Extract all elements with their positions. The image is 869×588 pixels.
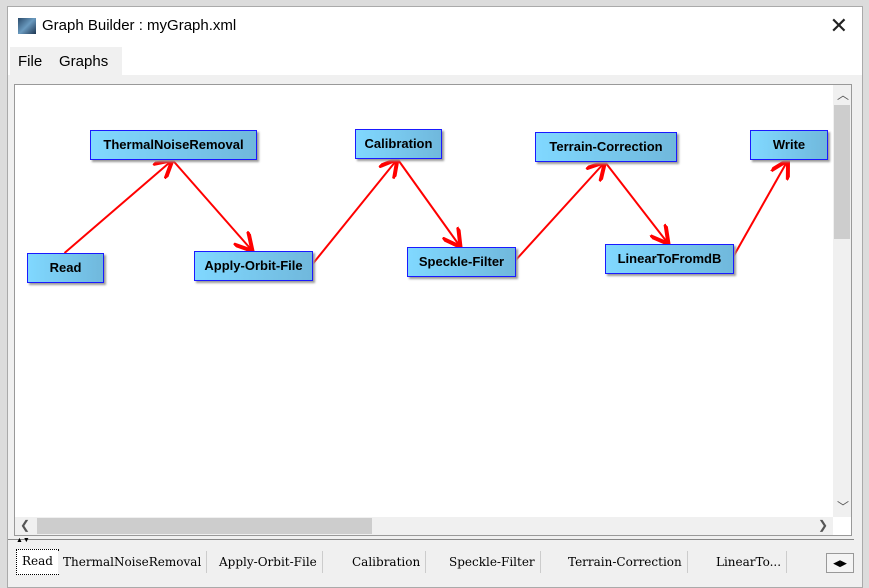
horizontal-scrollbar[interactable]: ❮ ❯ (15, 517, 833, 535)
graph-node[interactable]: Speckle-Filter (407, 247, 516, 277)
graph-edge (63, 160, 173, 254)
scroll-right-icon[interactable]: ❯ (817, 518, 828, 532)
graph-edge (171, 159, 253, 251)
snap-app-icon (18, 18, 36, 34)
graph-node[interactable]: Calibration (355, 129, 442, 159)
close-icon[interactable]: ✕ (829, 13, 848, 38)
node-tab[interactable]: Terrain-Correction (563, 551, 688, 573)
graph-edge (396, 158, 461, 247)
menu-file[interactable]: File (18, 53, 43, 70)
graph-node[interactable]: Read (27, 253, 104, 283)
scroll-up-icon[interactable]: ︿ (837, 88, 850, 102)
vertical-scroll-thumb[interactable] (834, 105, 850, 239)
graph-edge (731, 160, 788, 260)
node-tab[interactable]: Calibration (347, 551, 427, 573)
splitter-arrows-icon[interactable]: ▲▼ (16, 537, 30, 544)
title-bar: Graph Builder : myGraph.xml ✕ (8, 7, 862, 45)
graph-node[interactable]: Apply-Orbit-File (194, 251, 313, 281)
window-title: Graph Builder : myGraph.xml (42, 17, 237, 34)
horizontal-scroll-thumb[interactable] (37, 518, 372, 534)
node-tab[interactable]: LinearTo... (711, 551, 788, 573)
node-tab[interactable]: ThermalNoiseRemoval (58, 551, 208, 573)
node-tab[interactable]: Speckle-Filter (444, 551, 541, 573)
scroll-down-icon[interactable]: ﹀ (837, 500, 850, 514)
graph-edge (604, 161, 669, 244)
graph-node[interactable]: ThermalNoiseRemoval (90, 130, 257, 160)
graph-node[interactable]: LinearToFromdB (605, 244, 734, 274)
tab-scroll-arrows-icon[interactable]: ◀▶ (826, 553, 854, 573)
graph-edges (63, 85, 833, 267)
menu-bar: File Graphs (8, 45, 862, 75)
panel-splitter[interactable] (8, 539, 854, 546)
graph-edge (310, 159, 398, 267)
node-tabs: Read ThermalNoiseRemoval Apply-Orbit-File C… (16, 549, 856, 575)
menu-graphs[interactable]: Graphs (59, 53, 109, 70)
graph-builder-window: Graph Builder : myGraph.xml ✕ File Graph… (7, 6, 863, 588)
graph-node[interactable]: Terrain-Correction (535, 132, 677, 162)
scroll-left-icon[interactable]: ❮ (20, 518, 31, 532)
graph-canvas[interactable]: Read ThermalNoiseRemoval Apply-Orbit-File C… (14, 84, 852, 536)
vertical-scrollbar[interactable]: ︿ ﹀ (833, 85, 851, 517)
graph-node[interactable]: Write (750, 130, 828, 160)
node-tab[interactable]: Read (16, 549, 59, 575)
node-tab[interactable]: Apply-Orbit-File (214, 551, 323, 573)
graph-edge (513, 162, 605, 263)
